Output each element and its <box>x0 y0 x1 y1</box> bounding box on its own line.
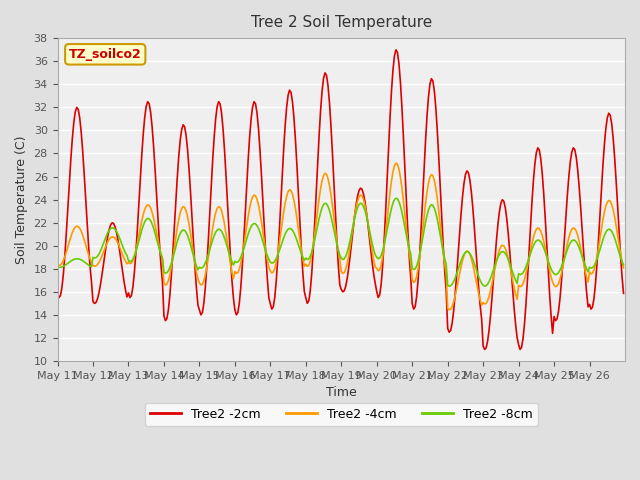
Line: Tree2 -2cm: Tree2 -2cm <box>58 50 623 349</box>
Tree2 -4cm <box>618 259 626 264</box>
Tree2 -8cm <box>91 255 99 261</box>
Tree2 -2cm <box>481 347 488 352</box>
Tree2 -8cm <box>73 256 81 262</box>
Tree2 -8cm <box>460 252 468 257</box>
Tree2 -2cm <box>618 274 626 280</box>
Tree2 -8cm <box>345 244 353 250</box>
X-axis label: Time: Time <box>326 386 356 399</box>
Line: Tree2 -4cm: Tree2 -4cm <box>58 163 623 310</box>
Tree2 -8cm <box>54 264 61 270</box>
Tree2 -4cm <box>91 264 99 269</box>
Tree2 -4cm <box>544 261 552 266</box>
Tree2 -8cm <box>445 283 453 289</box>
Tree2 -2cm <box>54 290 61 296</box>
Line: Tree2 -8cm: Tree2 -8cm <box>58 198 623 286</box>
Tree2 -2cm <box>544 267 552 273</box>
Tree2 -4cm <box>392 160 400 166</box>
Y-axis label: Soil Temperature (C): Soil Temperature (C) <box>15 135 28 264</box>
Tree2 -8cm <box>392 195 400 201</box>
Tree2 -4cm <box>73 223 81 229</box>
Tree2 -8cm <box>618 259 626 264</box>
Legend: Tree2 -2cm, Tree2 -4cm, Tree2 -8cm: Tree2 -2cm, Tree2 -4cm, Tree2 -8cm <box>145 403 538 426</box>
Tree2 -8cm <box>544 258 552 264</box>
Text: TZ_soilco2: TZ_soilco2 <box>69 48 141 61</box>
Tree2 -2cm <box>459 194 467 200</box>
Tree2 -8cm <box>620 262 627 268</box>
Tree2 -2cm <box>392 47 400 53</box>
Tree2 -4cm <box>445 307 453 312</box>
Tree2 -2cm <box>620 290 627 296</box>
Tree2 -4cm <box>54 262 61 267</box>
Tree2 -4cm <box>345 252 353 258</box>
Tree2 -4cm <box>460 253 468 259</box>
Tree2 -2cm <box>91 300 99 306</box>
Tree2 -4cm <box>620 265 627 271</box>
Tree2 -2cm <box>73 105 81 110</box>
Title: Tree 2 Soil Temperature: Tree 2 Soil Temperature <box>251 15 432 30</box>
Tree2 -2cm <box>345 265 353 271</box>
